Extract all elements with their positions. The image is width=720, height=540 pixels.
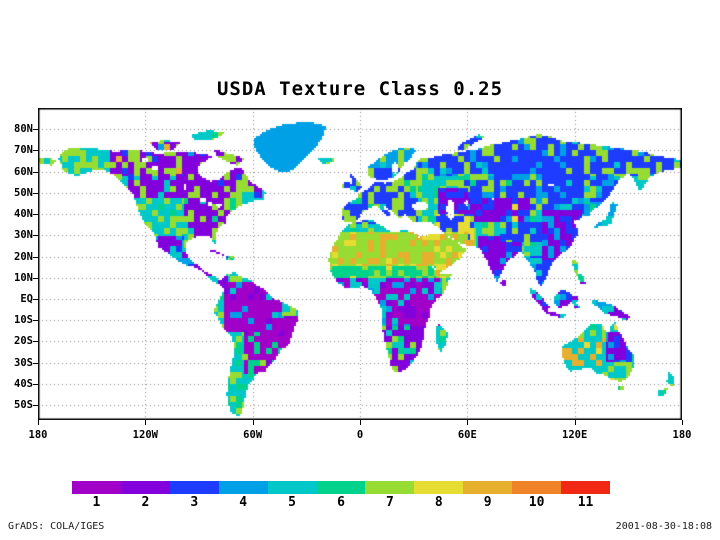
lon-tick-label: 120W bbox=[132, 429, 158, 441]
colorbar-segment bbox=[120, 481, 171, 494]
colorbar-segment bbox=[561, 481, 611, 494]
lat-tick-label: 50S bbox=[14, 399, 33, 412]
lat-tick-label: EQ bbox=[20, 293, 33, 306]
colorbar-segment bbox=[414, 481, 464, 494]
lat-tick-label: 40N bbox=[14, 208, 33, 221]
colorbar-segment bbox=[512, 481, 562, 494]
colorbar-label: 11 bbox=[577, 495, 594, 510]
colorbar-segment bbox=[463, 481, 513, 494]
colorbar-segment bbox=[169, 481, 220, 494]
lat-tick-mark bbox=[33, 172, 38, 173]
lat-tick-label: 20N bbox=[14, 250, 33, 263]
lat-tick-mark bbox=[33, 193, 38, 194]
lon-tick-label: 180 bbox=[672, 429, 692, 441]
lat-tick-label: 30S bbox=[14, 356, 33, 369]
lat-tick-mark bbox=[33, 278, 38, 279]
lat-tick-mark bbox=[33, 341, 38, 342]
grads-source-label: GrADS: COLA/IGES bbox=[8, 521, 105, 532]
lon-tick-mark bbox=[360, 420, 361, 425]
lat-tick-label: 10N bbox=[14, 271, 33, 284]
lon-tick-mark bbox=[253, 420, 254, 425]
lat-tick-mark bbox=[33, 235, 38, 236]
lat-tick-label: 40S bbox=[14, 377, 33, 390]
colorbar-label: 6 bbox=[337, 495, 345, 510]
lon-tick-mark bbox=[682, 420, 683, 425]
lon-tick-label: 60W bbox=[243, 429, 263, 441]
lat-tick-mark bbox=[33, 405, 38, 406]
lat-tick-label: 50N bbox=[14, 186, 33, 199]
lat-tick-label: 10S bbox=[14, 314, 33, 327]
lat-tick-mark bbox=[33, 150, 38, 151]
colorbar-label: 3 bbox=[190, 495, 199, 510]
colorbar-label: 5 bbox=[288, 495, 296, 510]
colorbar-segment bbox=[72, 481, 122, 494]
lat-tick-mark bbox=[33, 384, 38, 385]
lat-tick-label: 80N bbox=[14, 123, 33, 136]
lat-tick-label: 20S bbox=[14, 335, 33, 348]
lon-tick-label: 60E bbox=[457, 429, 477, 441]
lat-tick-mark bbox=[33, 320, 38, 321]
lat-tick-mark bbox=[33, 363, 38, 364]
lon-tick-label: 180 bbox=[28, 429, 48, 441]
colorbar-label: 4 bbox=[239, 495, 248, 510]
lat-tick-label: 60N bbox=[14, 165, 33, 178]
colorbar-label: 1 bbox=[92, 495, 101, 510]
colorbar-label: 9 bbox=[483, 495, 492, 510]
lon-tick-mark bbox=[575, 420, 576, 425]
lat-tick-label: 30N bbox=[14, 229, 33, 242]
timestamp-label: 2001-08-30-18:08 bbox=[615, 521, 712, 532]
lat-tick-mark bbox=[33, 299, 38, 300]
colorbar-label: 7 bbox=[385, 495, 394, 510]
colorbar-label: 8 bbox=[434, 495, 443, 510]
lon-tick-label: 120E bbox=[562, 429, 588, 441]
colorbar-segment bbox=[316, 481, 366, 494]
lat-tick-mark bbox=[33, 257, 38, 258]
lat-tick-mark bbox=[33, 129, 38, 130]
lon-tick-mark bbox=[38, 420, 39, 425]
plot-title: USDA Texture Class 0.25 bbox=[216, 78, 504, 100]
lon-tick-mark bbox=[467, 420, 468, 425]
lat-tick-label: 70N bbox=[14, 144, 33, 157]
colorbar-label: 10 bbox=[528, 495, 545, 510]
colorbar-segment bbox=[365, 481, 415, 494]
colorbar-segment bbox=[218, 481, 269, 494]
colorbar-segment bbox=[267, 481, 318, 494]
lat-tick-mark bbox=[33, 214, 38, 215]
lon-tick-label: 0 bbox=[356, 429, 364, 441]
lon-tick-mark bbox=[145, 420, 146, 425]
colorbar-label: 2 bbox=[141, 495, 150, 510]
world-map-canvas bbox=[38, 108, 682, 420]
